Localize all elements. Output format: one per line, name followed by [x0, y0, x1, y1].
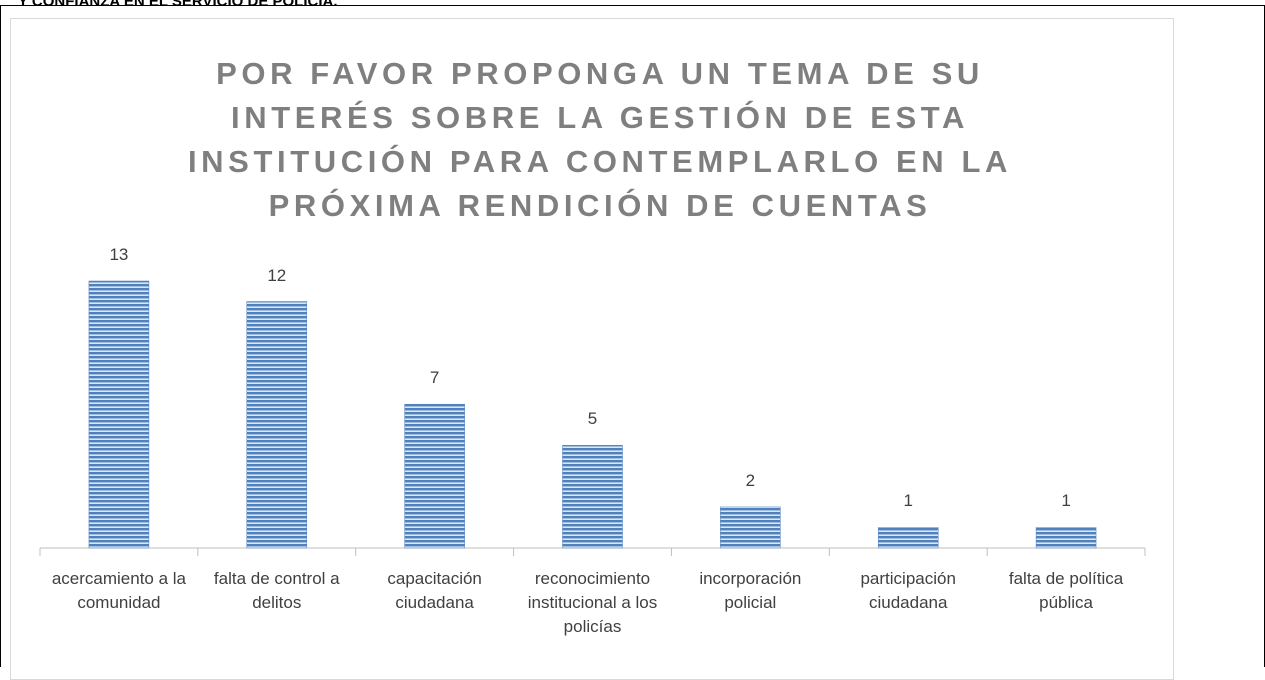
x-tick-label: falta de política pública	[1008, 569, 1124, 612]
x-tick-label: falta de control a delitos	[213, 569, 340, 612]
data-label: 7	[429, 368, 440, 388]
x-tick-label: reconocimiento institucional a los polic…	[527, 569, 658, 636]
data-label: 13	[109, 245, 129, 264]
border	[0, 5, 1265, 6]
chart-title: POR FAVOR PROPONGA UN TEMA DE SU INTERÉS…	[187, 56, 1013, 223]
bar	[1035, 527, 1097, 549]
x-tick-label: acercamiento a la comunidad	[51, 569, 187, 612]
bar	[246, 301, 308, 549]
data-label: 1	[903, 491, 913, 511]
bar	[877, 527, 939, 549]
bar	[88, 280, 150, 549]
x-tick-label: participación ciudadana	[860, 569, 956, 612]
data-label: 12	[267, 265, 287, 285]
bar	[720, 506, 781, 549]
data-label: 1	[1061, 491, 1071, 511]
data-label: 5	[587, 409, 598, 429]
bar	[562, 445, 623, 549]
x-tick-label: incorporación policial	[699, 569, 802, 612]
x-tick-label: capacitación ciudadana	[387, 569, 482, 612]
data-label: 2	[745, 470, 756, 490]
bar	[404, 403, 465, 549]
border	[0, 5, 1, 667]
